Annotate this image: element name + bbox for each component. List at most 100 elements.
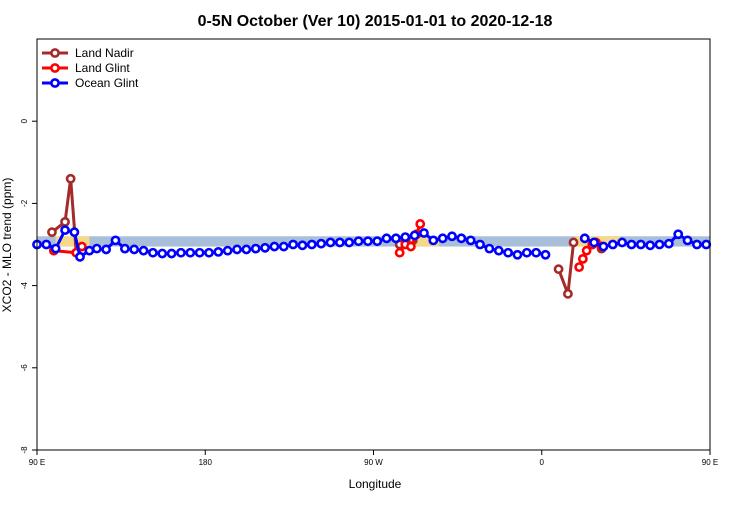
legend-label: Ocean Glint bbox=[75, 76, 139, 90]
data-point bbox=[381, 233, 392, 244]
legend-marker bbox=[50, 48, 60, 58]
data-point bbox=[391, 233, 401, 244]
data-point bbox=[50, 243, 61, 254]
legend-label: Land Glint bbox=[75, 61, 130, 75]
y-tick-label: -6 bbox=[20, 364, 29, 372]
data-point bbox=[577, 253, 588, 264]
band-1 bbox=[55, 236, 90, 247]
band-2 bbox=[401, 236, 439, 247]
data-point bbox=[60, 216, 70, 227]
data-point bbox=[344, 237, 355, 248]
x-tick-label: 90 E bbox=[29, 458, 45, 467]
y-tick-label: -8 bbox=[20, 446, 29, 454]
x-axis: 90 E 180 90 W 0 90 E bbox=[29, 450, 718, 467]
legend-marker bbox=[50, 63, 60, 73]
data-point bbox=[581, 245, 592, 256]
data-point bbox=[84, 245, 95, 256]
data-point bbox=[166, 248, 177, 259]
data-point bbox=[626, 239, 637, 250]
data-point bbox=[250, 243, 261, 254]
data-point bbox=[437, 233, 448, 244]
x-tick-label: 180 bbox=[199, 458, 213, 467]
data-point bbox=[334, 237, 345, 248]
y-tick-label: -4 bbox=[20, 281, 29, 289]
data-point bbox=[297, 240, 308, 251]
data-point bbox=[260, 242, 270, 253]
data-point bbox=[316, 238, 327, 249]
data-point bbox=[635, 239, 646, 250]
legend-marker bbox=[50, 78, 60, 88]
data-point bbox=[241, 244, 252, 255]
data-point bbox=[579, 233, 590, 244]
data-point bbox=[419, 228, 429, 238]
data-point bbox=[428, 235, 439, 246]
y-tick-label: 0 bbox=[20, 118, 29, 123]
legend-label: Land Nadir bbox=[75, 46, 134, 60]
data-point bbox=[232, 244, 242, 255]
data-point bbox=[41, 239, 52, 250]
data-point bbox=[400, 232, 411, 243]
data-point bbox=[415, 219, 426, 229]
data-point bbox=[69, 227, 80, 238]
data-point bbox=[75, 251, 85, 262]
data-point bbox=[157, 248, 168, 259]
chart-title: 0-5N October (Ver 10) 2015-01-01 to 2020… bbox=[198, 13, 553, 30]
data-point bbox=[563, 288, 573, 299]
data-point bbox=[110, 235, 121, 246]
x-axis-label: Longitude bbox=[349, 477, 402, 491]
data-point bbox=[278, 241, 289, 252]
data-point bbox=[47, 227, 57, 238]
data-point bbox=[60, 225, 70, 236]
data-point bbox=[447, 231, 457, 242]
data-point bbox=[204, 247, 214, 258]
data-point bbox=[553, 264, 564, 275]
data-point bbox=[353, 236, 364, 247]
data-point bbox=[663, 238, 674, 249]
data-point bbox=[288, 239, 299, 250]
data-point bbox=[465, 235, 476, 246]
data-point bbox=[521, 247, 532, 258]
data-point bbox=[409, 230, 420, 241]
data-point bbox=[654, 239, 665, 250]
series-ocean-glint bbox=[32, 225, 712, 262]
data-point bbox=[194, 247, 205, 258]
data-point bbox=[372, 236, 383, 247]
data-point bbox=[269, 241, 280, 252]
data-point bbox=[568, 237, 579, 248]
data-point bbox=[325, 237, 336, 248]
series-layer bbox=[32, 173, 712, 299]
y-axis: 0 -2 -4 -6 -8 bbox=[20, 118, 37, 454]
data-point bbox=[405, 241, 416, 252]
data-point bbox=[531, 247, 542, 258]
data-point bbox=[701, 239, 712, 250]
y-axis-label: XCO2 - MLO trend (ppm) bbox=[0, 178, 14, 313]
data-point bbox=[692, 239, 702, 250]
data-point bbox=[540, 249, 551, 260]
y-tick-label: -2 bbox=[20, 199, 29, 207]
data-point bbox=[574, 262, 585, 273]
data-point bbox=[101, 244, 112, 255]
series-line bbox=[51, 177, 78, 253]
data-point bbox=[176, 247, 186, 258]
data-point bbox=[362, 236, 373, 247]
data-point bbox=[222, 245, 233, 256]
data-point bbox=[129, 244, 140, 255]
data-point bbox=[589, 237, 599, 248]
data-point bbox=[185, 247, 196, 258]
data-point bbox=[213, 246, 224, 257]
data-point bbox=[673, 229, 684, 240]
data-point bbox=[394, 247, 405, 258]
data-point bbox=[484, 243, 495, 254]
x-tick-label: 0 bbox=[540, 458, 545, 467]
x-tick-label: 90 W bbox=[364, 458, 383, 467]
data-point bbox=[306, 239, 317, 250]
data-point bbox=[493, 245, 504, 256]
data-point bbox=[598, 241, 609, 252]
data-point bbox=[119, 243, 130, 254]
data-point bbox=[65, 173, 76, 184]
data-point bbox=[682, 235, 693, 246]
data-point bbox=[607, 239, 618, 250]
